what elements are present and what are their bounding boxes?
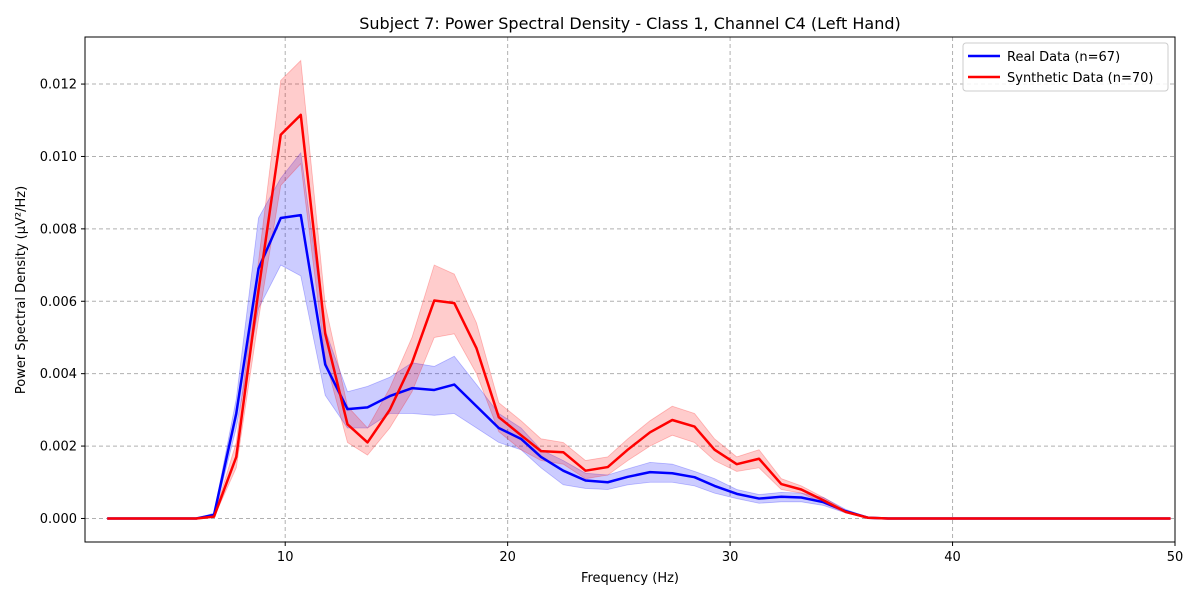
- x-tick-label: 10: [277, 550, 294, 565]
- series-line-synthetic: [107, 113, 1171, 520]
- y-axis-ticks: 0.000 0.002 0.004 0.006 0.008 0.010 0.012: [40, 78, 85, 527]
- x-tick-label: 20: [499, 550, 516, 565]
- y-tick-label: 0.012: [40, 78, 77, 93]
- x-axis-label: Frequency (Hz): [581, 571, 679, 586]
- x-tick-label: 30: [722, 550, 739, 565]
- y-tick-label: 0.000: [40, 512, 77, 527]
- x-tick-label: 50: [1167, 550, 1184, 565]
- series-lines: [107, 113, 1171, 520]
- y-tick-label: 0.002: [40, 440, 77, 455]
- grid-lines: [85, 37, 1175, 542]
- legend-box: [962, 42, 1169, 92]
- chart-title: Subject 7: Power Spectral Density - Clas…: [359, 14, 900, 33]
- y-tick-label: 0.010: [40, 150, 77, 165]
- legend-label-synthetic: Synthetic Data (n=70): [1007, 71, 1154, 86]
- confidence-bands: [107, 59, 1171, 519]
- x-axis-ticks: 10 20 30 40 50: [277, 542, 1183, 565]
- x-tick-label: 40: [944, 550, 961, 565]
- y-axis-label: Power Spectral Density (µV²/Hz): [14, 186, 29, 394]
- plot-frame: [84, 36, 1176, 543]
- legend: Real Data (n=67) Synthetic Data (n=70): [962, 42, 1169, 92]
- y-tick-label: 0.004: [40, 367, 77, 382]
- legend-label-real: Real Data (n=67): [1007, 50, 1120, 65]
- y-tick-label: 0.008: [40, 222, 77, 237]
- y-tick-label: 0.006: [40, 295, 77, 310]
